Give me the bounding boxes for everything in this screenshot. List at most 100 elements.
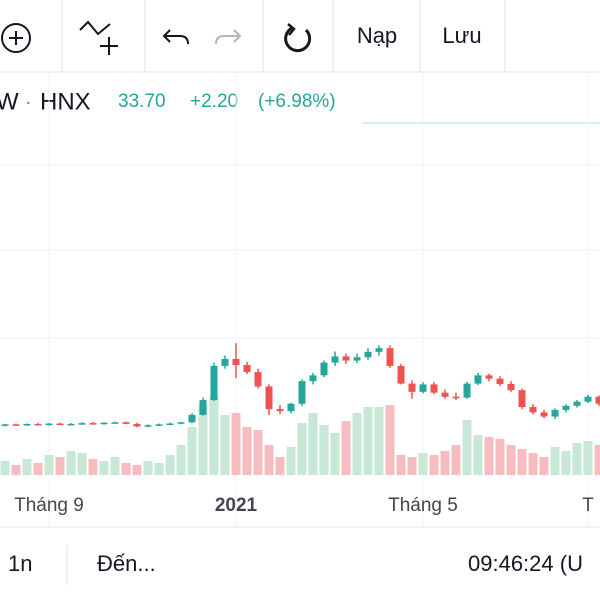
volume-bar — [308, 413, 318, 475]
volume-bar — [121, 463, 131, 475]
candle-body — [496, 378, 504, 384]
volume-bar — [418, 453, 428, 475]
volume-bar — [429, 455, 439, 475]
candle-body — [430, 384, 438, 393]
volume-bar — [66, 451, 76, 475]
candle-body — [540, 412, 548, 417]
candle-body — [78, 423, 86, 425]
volume-bar — [374, 407, 384, 475]
candle-body — [562, 405, 570, 410]
volume-bar — [176, 445, 186, 475]
volume-bar — [440, 451, 450, 475]
h-grid — [0, 164, 600, 339]
candle-body — [111, 422, 119, 424]
candle-body — [166, 423, 174, 426]
volume-bar — [33, 463, 43, 475]
volume-bar — [11, 465, 21, 475]
change-percent: (+6.98%) — [258, 91, 336, 112]
candle-body — [573, 401, 581, 406]
reset-button[interactable] — [284, 23, 312, 53]
volume-bar — [352, 413, 362, 475]
volume-bar — [253, 430, 263, 475]
candle-body — [265, 386, 273, 410]
volume-bar — [550, 447, 560, 475]
volume-bar — [275, 457, 285, 475]
add-indicator-button[interactable] — [1, 23, 31, 53]
volume-bar — [143, 461, 153, 475]
candle-body — [1, 424, 9, 426]
candle-body — [595, 396, 600, 404]
x-tick-label: T — [582, 495, 594, 516]
volume-bar — [539, 457, 549, 475]
volume-bar — [165, 455, 175, 475]
candle-body — [287, 403, 295, 412]
volume-bar — [44, 455, 54, 475]
candle-body — [353, 357, 361, 361]
volume-bar — [0, 461, 10, 475]
volume-bar — [154, 463, 164, 475]
candle-body — [45, 423, 53, 426]
x-tick-label: Tháng 9 — [14, 495, 84, 516]
candle-body — [386, 348, 394, 366]
save-button[interactable]: Lưu — [442, 23, 481, 48]
candle-body — [485, 375, 493, 379]
change: +2.20 — [190, 91, 238, 112]
volume-bar — [385, 405, 395, 475]
compare-button[interactable] — [79, 20, 118, 55]
load-button[interactable]: Nạp — [357, 23, 397, 48]
candle-body — [463, 383, 471, 398]
volume-bar — [77, 453, 87, 475]
candle-body — [122, 422, 130, 424]
volume-bar — [561, 451, 571, 475]
volume-bar — [462, 420, 472, 475]
volume-bar — [407, 457, 417, 475]
volume-bar — [517, 449, 527, 475]
candle-body — [67, 423, 75, 426]
candle-body — [12, 424, 20, 426]
candle-body — [56, 423, 64, 426]
candle-body — [199, 400, 207, 415]
volume-bar — [396, 455, 406, 475]
candle-body — [34, 423, 42, 426]
candle-body — [144, 425, 152, 427]
candle-body — [298, 381, 306, 404]
range-button[interactable]: 1n — [8, 551, 32, 576]
volume-bar — [22, 459, 32, 475]
candle-body — [232, 358, 240, 366]
price: 33.70 — [118, 91, 166, 112]
candle-body — [551, 409, 559, 417]
candle-body — [342, 356, 350, 361]
volume-bar — [187, 427, 197, 475]
candle-body — [419, 384, 427, 392]
candle-body — [133, 423, 141, 427]
candle-body — [221, 358, 229, 366]
redo-button[interactable] — [215, 29, 242, 45]
chart: Tháng 9 2021 Tháng 5 T — [0, 75, 600, 527]
volume-bar — [110, 457, 120, 475]
volume-bar — [55, 457, 65, 475]
goto-button[interactable]: Đến... — [97, 551, 156, 576]
volume-bar — [594, 445, 600, 475]
candle-body — [364, 351, 372, 358]
volume-bar — [572, 443, 582, 475]
candle-body — [254, 372, 262, 387]
candle-body — [188, 414, 196, 423]
volume-bar — [473, 435, 483, 475]
volume-bar — [132, 465, 142, 475]
x-tick-label: 2021 — [215, 495, 258, 516]
candle-body — [320, 362, 328, 376]
volume-bar — [231, 413, 241, 475]
volume-bar — [506, 445, 516, 475]
candle-body — [507, 384, 515, 391]
candle-body — [529, 407, 537, 413]
x-tick-label: Tháng 5 — [388, 495, 458, 516]
clock: 09:46:24 (U — [468, 551, 583, 576]
candle-body — [210, 365, 218, 401]
volume-bar — [319, 425, 329, 475]
volume-bar — [264, 445, 274, 475]
candle-body — [100, 422, 108, 425]
volume-bar — [330, 433, 340, 475]
undo-button[interactable] — [162, 29, 189, 45]
volume-bar — [583, 441, 593, 475]
